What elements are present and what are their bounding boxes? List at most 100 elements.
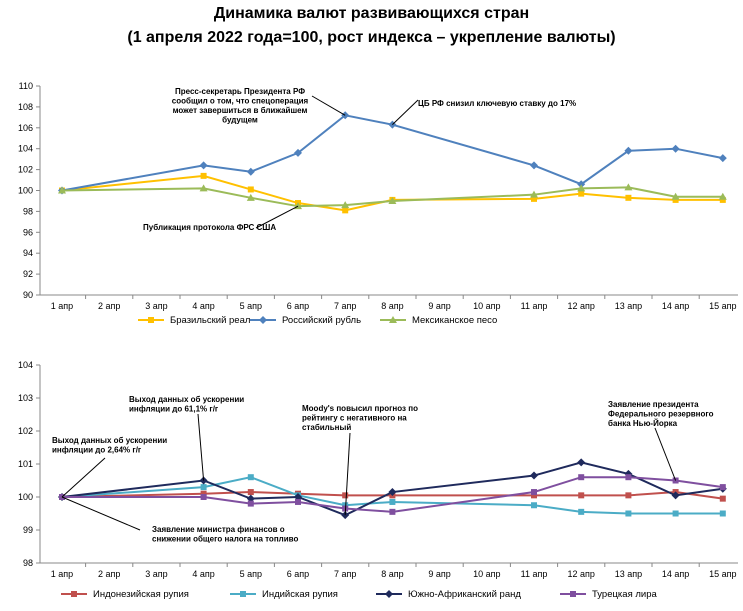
data-point	[578, 474, 585, 481]
y-tick-label: 94	[23, 248, 33, 258]
annotation-text: Пресс-секретарь Президента РФ	[175, 87, 305, 96]
data-point	[342, 502, 349, 509]
legend-marker	[389, 316, 397, 323]
x-tick-label: 15 апр	[709, 569, 736, 579]
data-point	[389, 508, 396, 515]
x-tick-label: 12 апр	[567, 301, 594, 311]
data-point	[389, 498, 396, 505]
annotation-text: Заявление президента	[608, 400, 699, 409]
y-tick-label: 102	[18, 165, 33, 175]
data-point	[200, 484, 207, 491]
data-point	[342, 492, 349, 499]
data-point	[342, 207, 349, 214]
annotation-line	[311, 95, 346, 116]
x-tick-label: 3 апр	[145, 301, 167, 311]
x-tick-label: 4 апр	[192, 301, 214, 311]
data-point	[246, 193, 255, 201]
legend-item: Российский рубль	[250, 315, 361, 326]
data-point	[530, 471, 538, 480]
legend-item: Турецкая лира	[560, 589, 657, 600]
x-tick-label: 10 апр	[473, 301, 500, 311]
data-point	[530, 161, 538, 170]
data-point	[247, 186, 254, 193]
x-tick-label: 4 апр	[192, 569, 214, 579]
y-tick-label: 100	[18, 186, 33, 196]
annotation-text: ЦБ РФ снизил ключевую ставку до 17%	[418, 99, 576, 108]
x-tick-label: 13 апр	[615, 569, 642, 579]
x-tick-label: 13 апр	[615, 301, 642, 311]
data-point	[295, 498, 301, 505]
series-1	[59, 172, 726, 214]
annotation-line	[61, 496, 141, 531]
x-tick-label: 1 апр	[51, 569, 73, 579]
y-tick-label: 92	[23, 269, 33, 279]
legend-marker	[259, 316, 267, 324]
legend-label: Мексиканское песо	[412, 315, 497, 326]
legend-label: Российский рубль	[282, 315, 361, 326]
data-point	[719, 196, 726, 203]
data-point	[625, 474, 632, 481]
legend-marker	[148, 317, 154, 323]
chart-title: Динамика валют развивающихся стран	[213, 5, 530, 22]
y-tick-label: 96	[23, 227, 33, 237]
annotation-text: Выход данных об ускорении	[129, 395, 244, 404]
x-tick-label: 6 апр	[287, 569, 309, 579]
data-point	[388, 488, 397, 497]
y-tick-label: 108	[18, 102, 33, 112]
y-tick-label: 98	[23, 206, 33, 216]
x-tick-label: 2 апр	[98, 569, 120, 579]
x-tick-label: 14 апр	[662, 301, 689, 311]
annotation-text: Федерального резервного	[608, 410, 714, 419]
annotation-line	[255, 205, 299, 229]
legend-item: Мексиканское песо	[380, 315, 497, 326]
data-point	[578, 492, 585, 499]
data-point	[719, 510, 726, 517]
legend-label: Индийская рупия	[262, 589, 338, 600]
y-tick-label: 101	[18, 459, 33, 469]
chart-2: 98 99 100 101 102 103 104 1 апр 2 апр 3 апр 4 апр 5…	[18, 360, 738, 600]
legend-marker	[71, 591, 77, 597]
annotation-text: инфляции до 61,1% г/г	[129, 405, 219, 414]
annotation-line	[197, 413, 205, 481]
chart-subtitle: (1 апреля 2022 года=100, рост индекса – …	[127, 29, 616, 46]
data-point	[672, 196, 679, 203]
annotation-line	[392, 99, 419, 126]
annotation-text: Выход данных об ускорении	[52, 436, 167, 445]
legend-marker	[570, 591, 576, 597]
legend-marker	[240, 591, 246, 597]
legend-marker	[385, 590, 393, 598]
annotation-line	[61, 457, 106, 498]
y-tick-label: 106	[18, 123, 33, 133]
data-point	[247, 500, 254, 507]
annotation: ЦБ РФ снизил ключевую ставку до 17%	[392, 99, 576, 126]
data-point	[58, 186, 66, 194]
y-tick-label: 98	[23, 558, 33, 568]
data-point	[531, 195, 537, 202]
data-point	[247, 474, 254, 481]
chart-1: 90 92 94 96 98 100 102 104 106 108 110 1 апр 2 апр 3 …	[18, 81, 738, 326]
series-2	[58, 111, 727, 195]
annotation-text: будущем	[222, 116, 258, 125]
x-tick-label: 11 апр	[521, 569, 548, 579]
annotation-line	[654, 427, 677, 481]
annotation-text: банка Нью-Йорка	[608, 419, 678, 428]
data-point	[199, 161, 208, 170]
data-point	[671, 144, 680, 153]
data-point	[671, 491, 680, 500]
annotation-text: Заявление министра финансов о	[152, 525, 285, 534]
annotation-text: инфляции до 2,64% г/г	[52, 446, 142, 455]
series-2	[59, 474, 726, 517]
annotation-text: сообщил о том, что спецоперация	[172, 97, 309, 106]
x-tick-label: 10 апр	[473, 569, 500, 579]
legend-item: Индийская рупия	[230, 589, 338, 600]
data-point	[577, 184, 586, 192]
x-tick-label: 5 апр	[240, 301, 262, 311]
data-point	[246, 167, 255, 176]
annotation-text: может завершиться в ближайшем	[173, 106, 308, 115]
y-tick-label: 110	[19, 81, 33, 91]
legend-item: Бразильский реал	[138, 315, 250, 326]
annotation-line	[344, 432, 351, 516]
